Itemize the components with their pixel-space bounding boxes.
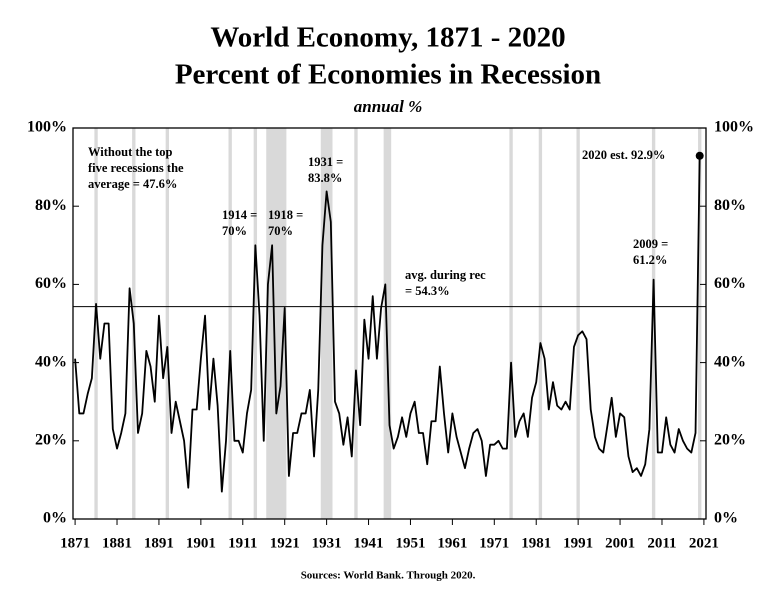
y2-tick-label: 60%: [714, 275, 746, 292]
x-tick-label: 1881: [102, 535, 132, 551]
annotation: = 54.3%: [405, 284, 450, 298]
y-tick-label: 40%: [35, 353, 67, 370]
plot-frame: [72, 127, 707, 520]
x-tick-label: 1921: [270, 535, 300, 551]
y-tick-label: 100%: [27, 119, 67, 136]
y2-tick-label: 100%: [714, 119, 754, 136]
recession-band: [228, 128, 232, 519]
recession-band: [320, 128, 333, 519]
x-tick-label: 1961: [437, 535, 467, 551]
recession-band: [94, 128, 98, 519]
recession-band: [576, 128, 580, 519]
last-point-marker: [695, 151, 704, 160]
y-tick-label: 80%: [35, 197, 67, 214]
x-tick-label: 2001: [605, 535, 635, 551]
recession-band: [383, 128, 392, 519]
recession-band: [698, 128, 702, 519]
x-tick-label: 1931: [312, 535, 342, 551]
y2-tick-label: 40%: [714, 353, 746, 370]
annotation: 1914 =: [222, 208, 257, 222]
recession-band: [538, 128, 543, 519]
recession-band: [266, 128, 287, 519]
annotation: avg. during rec: [405, 268, 486, 282]
x-tick-label: 1991: [563, 535, 593, 551]
annotation: 1918 =: [268, 208, 303, 222]
recession-band: [509, 128, 513, 519]
x-tick-label: 2021: [689, 535, 719, 551]
annotation: 70%: [268, 224, 293, 238]
annotation: 70%: [222, 224, 247, 238]
source-note: Sources: World Bank. Through 2020.: [301, 570, 476, 582]
annotation: 83.8%: [308, 171, 342, 185]
x-tick-label: 1891: [144, 535, 174, 551]
x-tick-label: 1941: [354, 535, 384, 551]
x-tick-label: 1901: [186, 535, 216, 551]
chart-title: World Economy, 1871 - 2020: [210, 22, 565, 54]
annotation: 2020 est. 92.9%: [582, 148, 665, 162]
x-tick-label: 1911: [228, 535, 257, 551]
x-tick-label: 1971: [479, 535, 509, 551]
data-line: [74, 155, 701, 493]
x-tick-label: 1951: [395, 535, 425, 551]
recession-band: [354, 128, 358, 519]
x-tick-label: 2011: [647, 535, 676, 551]
annotation: Without the top: [88, 145, 173, 159]
y-tick-label: 60%: [35, 275, 67, 292]
x-tick-label: 1871: [60, 535, 90, 551]
chart-subtitle: Percent of Economies in Recession: [175, 59, 601, 91]
y2-tick-label: 80%: [714, 197, 746, 214]
annotation: 1931 =: [308, 155, 343, 169]
annotation: 61.2%: [633, 253, 667, 267]
y2-tick-label: 20%: [714, 431, 746, 448]
recession-band: [651, 128, 656, 519]
x-tick-label: 1981: [521, 535, 551, 551]
annotation: 2009 =: [633, 237, 668, 251]
recession-band: [253, 128, 258, 519]
recession-band: [165, 128, 169, 519]
y-tick-label: 0%: [43, 510, 67, 527]
annotation: five recessions the: [88, 161, 184, 175]
annotation: average = 47.6%: [88, 177, 177, 191]
y2-tick-label: 0%: [714, 510, 738, 527]
unit-label: annual %: [354, 97, 423, 116]
y-tick-label: 20%: [35, 431, 67, 448]
